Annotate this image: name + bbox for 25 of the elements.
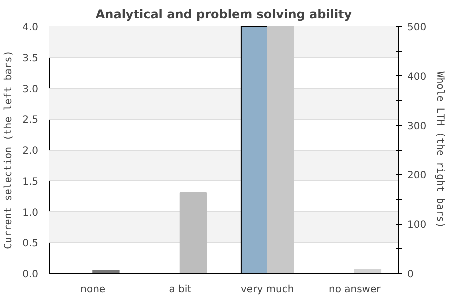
bar [92,270,120,274]
y-tick-label: 0.0 [22,270,39,280]
y2-axis-title: Whole LTH (the right bars) [434,72,446,228]
y-tick-label: 4.0 [22,22,39,34]
bar [180,192,208,274]
chart-title: Analytical and problem solving ability [96,8,352,22]
y2-tick-label: 200 [408,170,427,182]
y-tick-label: 0.5 [22,238,39,250]
x-tick-label: none [80,284,106,296]
x-tick-label: very much [241,284,294,296]
y-tick-label: 2.5 [22,115,39,126]
bar [354,269,382,274]
y-tick-label: 1.0 [22,208,39,219]
y-tick-label: 3.0 [22,84,39,96]
y2-tick-label: 0 [408,270,414,280]
y-tick-label: 2.0 [22,146,39,157]
y2-tick-label: 300 [408,121,427,132]
y-tick-label: 3.5 [22,53,39,64]
y2-tick-label: 400 [408,72,427,83]
y-axis-title: Current selection (the left bars) [4,50,15,250]
y2-tick-label: 100 [408,220,427,232]
y2-tick-label: 500 [408,22,427,34]
x-tick-label: no answer [329,284,382,296]
y-tick-label: 1.5 [22,176,39,188]
x-tick-label: a bit [169,284,192,296]
